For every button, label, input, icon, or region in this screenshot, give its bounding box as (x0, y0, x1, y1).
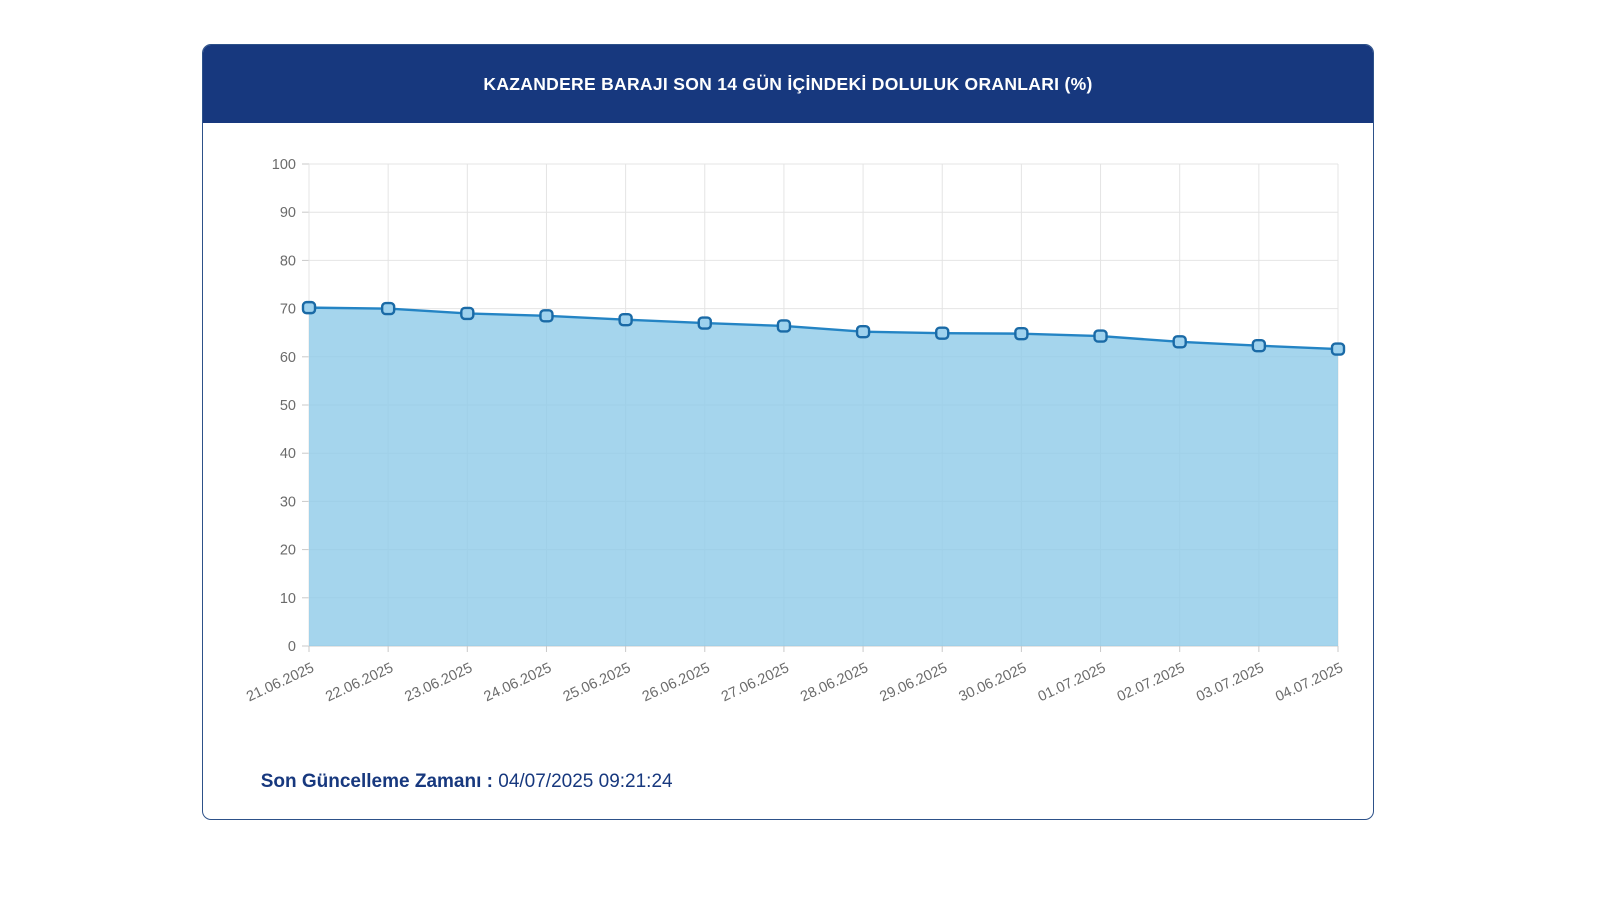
y-tick-label: 100 (272, 157, 296, 173)
y-tick-label: 40 (280, 446, 296, 462)
data-point[interactable] (460, 306, 475, 321)
fill-rate-area-chart[interactable]: 0 10 20 30 40 50 60 70 80 90 100 21.06.2025 22.06.20… (203, 123, 1374, 723)
y-tick-label: 80 (280, 253, 296, 269)
chart-area: 0 10 20 30 40 50 60 70 80 90 100 21.06.2025 22.06.20… (203, 123, 1374, 723)
data-point[interactable] (855, 325, 871, 339)
x-tick-label: 22.06.2025 (323, 660, 396, 705)
dam-chart-card: KAZANDERE BARAJI SON 14 GÜN İÇİNDEKİ DOL… (202, 44, 1374, 820)
x-tick-label: 25.06.2025 (561, 660, 634, 705)
data-point[interactable] (776, 319, 792, 333)
y-tick-label: 20 (280, 543, 296, 559)
y-tick-label: 30 (280, 494, 296, 510)
y-tick-label: 90 (280, 205, 296, 221)
last-update-separator: : (481, 771, 499, 792)
data-point[interactable] (618, 312, 633, 327)
y-tick-label: 0 (288, 639, 296, 655)
data-point[interactable] (301, 300, 317, 315)
area-fill (309, 307, 1338, 646)
x-tick-label: 29.06.2025 (877, 660, 950, 705)
data-point[interactable] (1251, 339, 1267, 353)
chart-title: KAZANDERE BARAJI SON 14 GÜN İÇİNDEKİ DOL… (483, 73, 1093, 94)
data-point[interactable] (697, 316, 712, 330)
y-tick-label: 10 (280, 591, 296, 607)
data-point[interactable] (539, 309, 554, 323)
x-tick-label: 02.07.2025 (1115, 660, 1188, 705)
y-tick-label: 70 (280, 302, 296, 318)
y-tick-label: 60 (280, 350, 296, 366)
x-tick-label: 21.06.2025 (244, 660, 317, 705)
y-tick-label: 50 (280, 398, 296, 414)
data-point[interactable] (1093, 329, 1108, 343)
x-tick-label: 26.06.2025 (640, 660, 713, 705)
last-update-value: 04/07/2025 09:21:24 (498, 771, 673, 792)
trend-line (307, 306, 1340, 351)
x-tick-label: 23.06.2025 (402, 660, 475, 705)
data-point[interactable] (1330, 342, 1346, 356)
last-update-line: Son Güncelleme Zamanı : 04/07/2025 09:21… (229, 749, 673, 815)
data-point[interactable] (1172, 335, 1187, 349)
x-tick-label: 01.07.2025 (1036, 660, 1109, 705)
x-tick-label: 24.06.2025 (482, 660, 555, 705)
chart-title-bar: KAZANDERE BARAJI SON 14 GÜN İÇİNDEKİ DOL… (203, 45, 1373, 123)
x-tick-label: 27.06.2025 (719, 660, 792, 705)
data-point[interactable] (380, 301, 396, 316)
x-tick-label: 03.07.2025 (1194, 660, 1267, 705)
last-update-label: Son Güncelleme Zamanı (260, 771, 482, 792)
x-tick-label: 30.06.2025 (957, 660, 1030, 705)
data-point[interactable] (935, 326, 950, 340)
x-tick-label: 04.07.2025 (1273, 660, 1346, 705)
data-point[interactable] (1014, 326, 1029, 341)
x-tick-label: 28.06.2025 (798, 660, 871, 705)
